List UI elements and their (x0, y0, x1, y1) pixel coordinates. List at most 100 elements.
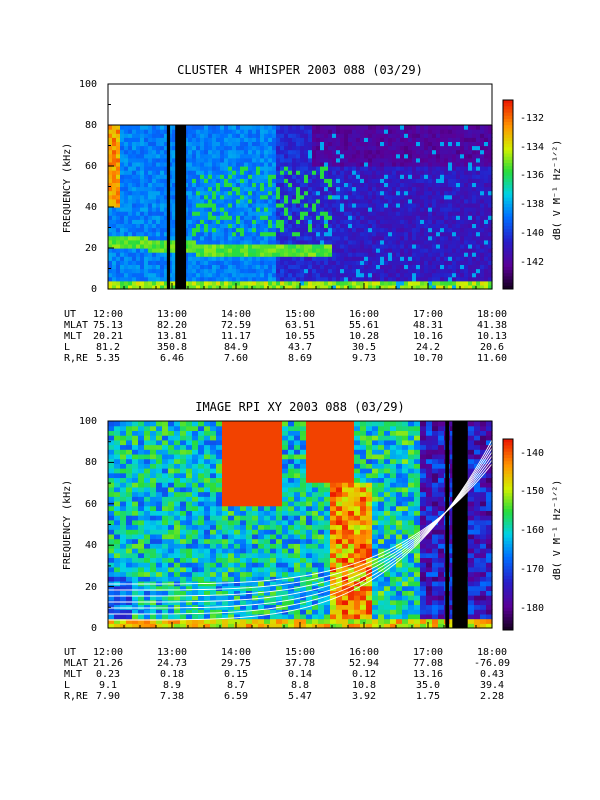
spectrogram-cell (200, 280, 205, 286)
spectrogram-cell (480, 235, 485, 241)
spectrogram-cell (192, 248, 197, 253)
spectrogram-cell (324, 284, 329, 290)
spectrogram-cell (136, 227, 141, 233)
spectrogram-cell (196, 235, 201, 241)
spectrogram-cell (112, 219, 117, 224)
spectrogram-cell (192, 529, 199, 535)
spectrogram-cell (488, 153, 493, 159)
spectrogram-cell (440, 256, 445, 261)
spectrogram-cell (316, 182, 321, 188)
spectrogram-cell (308, 153, 313, 159)
spectrogram-cell (368, 284, 373, 290)
spectrogram-cell (212, 157, 217, 163)
spectrogram-cell (444, 141, 449, 147)
spectrogram-cell (328, 194, 333, 200)
spectrogram-cell (408, 125, 413, 130)
spectrogram-cell (234, 435, 241, 441)
spectrogram-cell (288, 223, 293, 229)
spectrogram-cell (444, 170, 449, 175)
spectrogram-cell (376, 137, 381, 142)
spectrogram-cell (440, 145, 445, 151)
spectrogram-cell (204, 125, 209, 130)
spectrogram-cell (432, 190, 437, 196)
spectrogram-cell (114, 552, 121, 559)
spectrogram-cell (396, 178, 401, 183)
spectrogram-cell (232, 248, 237, 253)
spectrogram-cell (404, 252, 409, 257)
spectrogram-cell (186, 613, 193, 620)
spectrogram-cell (196, 137, 201, 142)
spectrogram-cell (196, 264, 201, 270)
spectrogram-cell (368, 243, 373, 249)
spectrogram-cell (412, 125, 417, 130)
colorbar-swatch (503, 150, 513, 155)
spectrogram-cell (108, 137, 113, 142)
spectrogram-cell (136, 145, 141, 151)
spectrogram-cell (150, 571, 157, 577)
spectrogram-cell (132, 444, 139, 450)
spectrogram-cell (108, 256, 113, 261)
spectrogram-cell (240, 580, 247, 587)
spectrogram-cell (460, 145, 465, 151)
spectrogram-cell (136, 202, 141, 208)
spectrogram-cell (236, 239, 241, 245)
spectrogram-cell (204, 590, 211, 596)
spectrogram-cell (212, 248, 217, 253)
spectrogram-cell (136, 264, 141, 270)
spectrogram-cell (228, 421, 235, 427)
spectrogram-cell (156, 585, 163, 591)
spectrogram-cell (376, 161, 381, 167)
spectrogram-cell (272, 141, 277, 147)
spectrogram-cell (488, 268, 493, 274)
spectrogram-cell (252, 276, 257, 282)
spectrogram-cell (284, 161, 289, 167)
spectrogram-cell (312, 235, 317, 241)
spectrogram-cell (162, 599, 169, 606)
spectrogram-cell (220, 276, 225, 282)
spectrogram-cell (464, 276, 469, 282)
spectrogram-cell (232, 186, 237, 192)
spectrogram-cell (148, 137, 153, 142)
spectrogram-cell (208, 141, 213, 147)
spectrogram-cell (216, 425, 223, 431)
spectrogram-cell (324, 272, 329, 278)
spectrogram-cell (168, 449, 175, 455)
spectrogram-cell (372, 231, 377, 237)
spectrogram-cell (132, 248, 137, 253)
spectrogram-cell (332, 194, 337, 200)
spectrogram-cell (372, 178, 377, 183)
spectrogram-cell (324, 256, 329, 261)
spectrogram-cell (204, 477, 211, 483)
spectrogram-cell (234, 571, 241, 577)
spectrogram-cell (256, 178, 261, 183)
spectrogram-cell (136, 186, 141, 192)
spectrogram-cell (212, 219, 217, 224)
spectrogram-cell (132, 190, 137, 196)
spectrogram-cell (124, 161, 129, 167)
spectrogram-cell (420, 202, 425, 208)
spectrogram-cell (448, 170, 453, 175)
spectrogram-cell (420, 227, 425, 233)
spectrogram-cell (204, 252, 209, 257)
spectrogram-cell (416, 149, 421, 155)
spectrogram-cell (136, 153, 141, 159)
spectrogram-cell (340, 194, 345, 200)
spectrogram-cell (304, 178, 309, 183)
spectrogram-cell (112, 264, 117, 270)
spectrogram-cell (192, 227, 197, 233)
spectrogram-cell (138, 571, 145, 577)
spectrogram-cell (168, 477, 175, 483)
spectrogram-cell (120, 571, 127, 577)
spectrogram-cell (192, 524, 199, 530)
spectrogram-cell (228, 260, 233, 265)
spectrogram-cell (192, 515, 199, 521)
spectrogram-cell (376, 145, 381, 151)
spectrogram-cell (196, 194, 201, 200)
spectrogram-cell (464, 260, 469, 265)
spectrogram-cell (220, 268, 225, 274)
spectrogram-cell (364, 145, 369, 151)
spectrogram-cell (200, 231, 205, 237)
spectrogram-cell (114, 524, 121, 530)
spectrogram-cell (120, 284, 125, 290)
spectrogram-cell (280, 157, 285, 163)
